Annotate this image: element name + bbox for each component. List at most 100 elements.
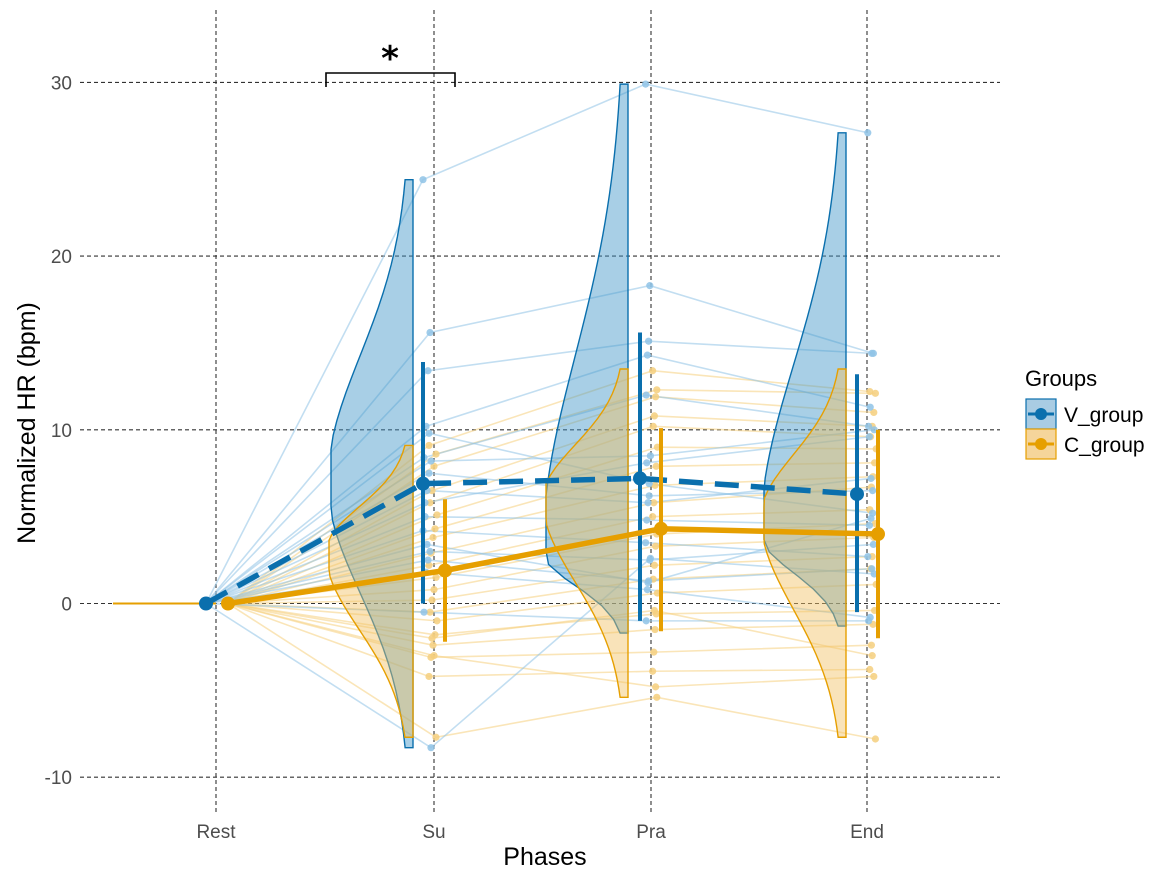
point-c_group	[870, 672, 878, 681]
point-v_group	[643, 586, 652, 594]
mean-point-v_group	[199, 596, 213, 611]
point-c_group	[426, 499, 434, 507]
legend-title: Groups	[1025, 366, 1097, 391]
x-tick-label: Su	[422, 822, 445, 843]
point-v_group	[646, 452, 655, 460]
point-v_group	[644, 499, 652, 507]
trajectory-v_group	[205, 517, 872, 605]
significance-star: *	[381, 39, 399, 79]
point-v_group	[865, 521, 874, 529]
point-v_group	[642, 80, 650, 88]
trajectory-c_group	[227, 602, 876, 740]
point-c_group	[430, 462, 438, 470]
point-c_group	[650, 648, 658, 656]
trajectory-c_group	[227, 486, 872, 605]
significance-bracket	[325, 72, 456, 87]
violin-v_group-pra	[545, 83, 629, 634]
point-v_group	[869, 486, 877, 495]
x-tick-label: Rest	[196, 822, 236, 843]
mean-point-c_group	[438, 563, 452, 578]
significance-annotation: *	[325, 39, 456, 87]
group-means	[113, 332, 885, 642]
point-c_group	[429, 641, 437, 649]
point-v_group	[424, 367, 432, 375]
trajectory-v_group	[205, 602, 869, 622]
point-c_group	[649, 422, 657, 430]
point-v_group	[420, 608, 428, 616]
point-c_group	[649, 513, 657, 521]
trajectory-c_group	[227, 508, 870, 605]
legend-key-point-v-group	[1035, 408, 1047, 420]
violin-v_group-end	[763, 132, 847, 627]
trajectory-v_group	[205, 354, 871, 605]
point-v_group	[642, 617, 650, 625]
violin-c_group-end	[763, 368, 847, 738]
y-tick-label: 30	[51, 73, 72, 94]
trajectory-v_group	[205, 472, 873, 605]
point-v_group	[868, 349, 876, 357]
x-axis-title: Phases	[503, 843, 586, 871]
trajectory-c_group	[227, 602, 870, 678]
point-v_group	[425, 429, 433, 437]
point-c_group	[866, 387, 874, 396]
point-v_group	[426, 328, 434, 337]
mean-line-v_group	[204, 475, 858, 606]
point-c_group	[653, 386, 661, 394]
point-c_group	[867, 641, 876, 649]
trajectory-c_group	[227, 602, 873, 657]
legend-item-c-group: C_group	[1025, 428, 1145, 460]
point-v_group	[644, 579, 652, 587]
point-c_group	[430, 586, 438, 594]
point-c_group	[649, 367, 657, 375]
point-v_group	[864, 129, 872, 137]
point-c_group	[652, 393, 660, 401]
point-v_group	[419, 176, 427, 184]
trajectory-c_group	[227, 602, 874, 688]
point-v_group	[642, 539, 650, 547]
point-c_group	[433, 511, 441, 519]
point-c_group	[433, 617, 441, 625]
trajectory-v_group	[205, 394, 869, 605]
point-c_group	[650, 499, 658, 507]
point-c_group	[432, 450, 440, 458]
point-c_group	[430, 652, 438, 660]
point-v_group	[865, 433, 874, 441]
point-c_group	[650, 606, 659, 615]
point-v_group	[643, 351, 652, 359]
point-v_group	[427, 744, 435, 752]
point-c_group	[649, 667, 657, 675]
trajectory-v_group	[205, 557, 875, 749]
x-tick-label: Pra	[636, 822, 666, 843]
x-tick-label: End	[850, 822, 884, 843]
point-c_group	[868, 652, 876, 660]
point-c_group	[650, 561, 659, 569]
point-c_group	[653, 693, 661, 701]
point-c_group	[652, 542, 660, 550]
y-tick-label: 0	[61, 595, 72, 616]
point-c_group	[428, 596, 436, 604]
point-v_group	[864, 553, 872, 561]
trajectory-v_group	[205, 515, 870, 605]
trajectory-c_group	[227, 602, 872, 659]
point-v_group	[643, 459, 651, 467]
point-c_group	[426, 608, 434, 616]
mean-point-v_group	[850, 487, 864, 502]
point-c_group	[431, 525, 439, 533]
half-violins	[328, 83, 847, 749]
point-c_group	[870, 408, 878, 417]
point-v_group	[645, 492, 653, 500]
trajectory-v_group	[205, 559, 872, 605]
axis-tick-labels: -10 0 10 20 30 Rest Su Pra End	[45, 73, 884, 843]
mean-point-c_group	[221, 596, 235, 611]
point-c_group	[425, 441, 433, 450]
point-v_group	[646, 282, 654, 290]
point-c_group	[651, 481, 659, 489]
point-c_group	[871, 389, 880, 397]
violin-v_group-su	[330, 178, 414, 749]
trajectory-c_group	[227, 583, 877, 622]
trajectory-v_group	[205, 432, 873, 605]
mean-point-c_group	[871, 527, 885, 542]
point-c_group	[429, 533, 437, 542]
point-v_group	[645, 337, 653, 345]
